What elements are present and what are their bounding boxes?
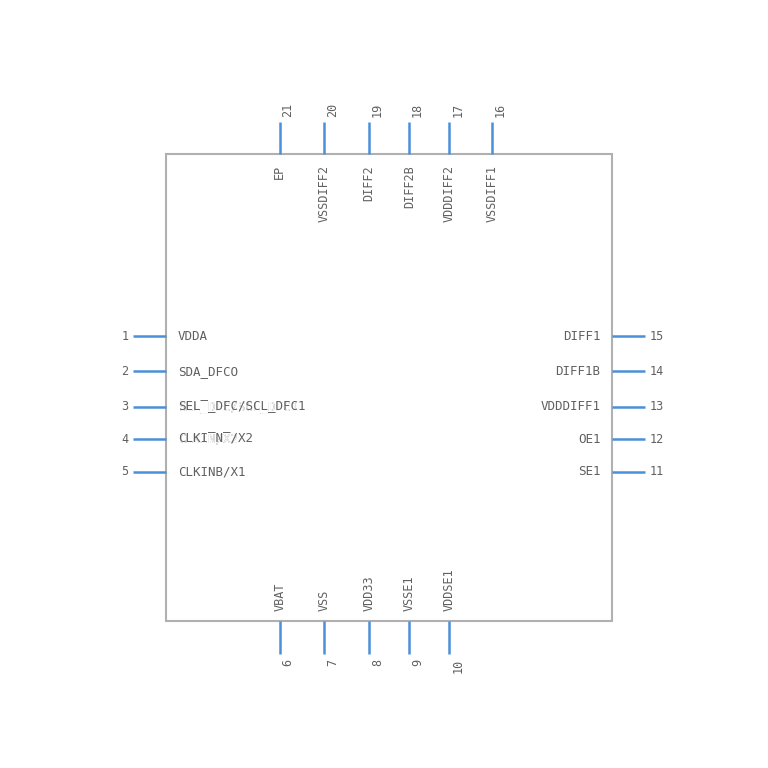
Text: 14: 14 [650, 365, 664, 378]
Text: 9: 9 [411, 659, 424, 666]
Text: 11: 11 [650, 465, 664, 478]
Text: SEL_DFC/SCL_DFC1: SEL_DFC/SCL_DFC1 [177, 400, 298, 413]
Text: 1: 1 [121, 330, 129, 343]
Text: SEL_DFC/SCL_DFC1: SEL_DFC/SCL_DFC1 [177, 400, 298, 413]
Text: VSS: VSS [318, 589, 331, 611]
Text: 16: 16 [494, 103, 507, 117]
Text: 15: 15 [650, 330, 664, 343]
Text: DIFF1: DIFF1 [563, 330, 601, 343]
Text: 19: 19 [371, 103, 384, 117]
Text: VDDDIFF1: VDDDIFF1 [541, 400, 601, 413]
Text: VDDSE1: VDDSE1 [443, 568, 456, 611]
Text: EP: EP [273, 165, 286, 179]
Text: 8: 8 [371, 659, 384, 666]
Text: 5: 5 [121, 465, 129, 478]
Text: VDDA: VDDA [177, 330, 208, 343]
Text: VSSE1: VSSE1 [402, 575, 415, 611]
Text: 12: 12 [650, 432, 664, 445]
Text: 3: 3 [121, 400, 129, 413]
Text: SEL̅_DFC/SCL_DFC1: SEL̅_DFC/SCL_DFC1 [177, 400, 305, 413]
Text: VDD33: VDD33 [362, 575, 376, 611]
Text: VSSDIFF2: VSSDIFF2 [318, 165, 331, 222]
Text: 2: 2 [121, 365, 129, 378]
Text: 20: 20 [326, 103, 339, 117]
Text: SE1: SE1 [578, 465, 601, 478]
Text: VSSDIFF1: VSSDIFF1 [485, 165, 498, 222]
Text: CLKIN/X2: CLKIN/X2 [177, 432, 238, 445]
Text: 13: 13 [650, 400, 664, 413]
Text: 17: 17 [452, 103, 464, 117]
Text: 4: 4 [121, 432, 129, 445]
Text: CLKI̅N̅/X2: CLKI̅N̅/X2 [177, 432, 253, 445]
Text: 7: 7 [326, 659, 339, 666]
Text: DIFF2: DIFF2 [362, 165, 376, 200]
Text: SDA_DFCO: SDA_DFCO [177, 365, 238, 378]
Text: CLKIN/X2: CLKIN/X2 [177, 432, 238, 445]
Text: VBAT: VBAT [273, 582, 286, 611]
Bar [166, 154, 612, 621]
Text: OE1: OE1 [578, 432, 601, 445]
Text: 6: 6 [282, 659, 295, 666]
Text: CLKINB/X1: CLKINB/X1 [177, 465, 245, 478]
Text: DIFF1B: DIFF1B [555, 365, 601, 378]
Text: 10: 10 [452, 659, 464, 673]
Text: VDDDIFF2: VDDDIFF2 [443, 165, 456, 222]
Text: DIFF2B: DIFF2B [402, 165, 415, 207]
Text: 21: 21 [282, 103, 295, 117]
Text: 18: 18 [411, 103, 424, 117]
